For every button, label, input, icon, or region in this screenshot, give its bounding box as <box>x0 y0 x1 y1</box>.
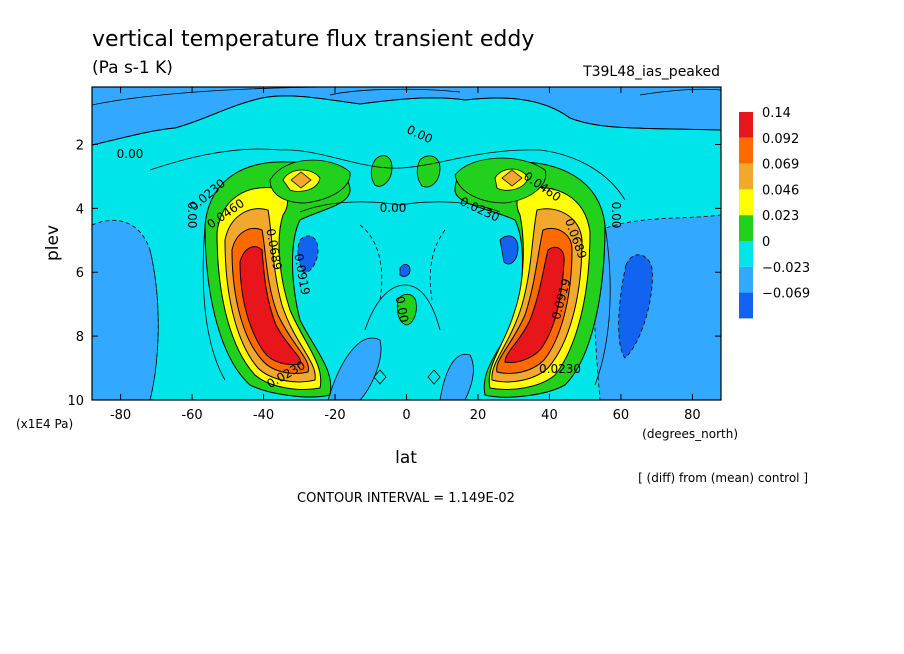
colorbar: 0.14 0.092 0.069 0.046 0.023 0 −0.023 −0.069 <box>739 106 810 319</box>
blue-pocket-center-s <box>327 337 382 400</box>
north-negative-cell <box>618 254 653 359</box>
contour-line <box>92 87 331 106</box>
y-tick-label: 10 <box>67 394 84 409</box>
y-tick-label: 6 <box>76 266 84 281</box>
x-units-label: (degrees_north) <box>642 427 738 441</box>
contour-line <box>429 229 446 301</box>
y-tick-label: 8 <box>76 330 84 345</box>
colorbar-swatch <box>739 266 753 293</box>
diff-note: [ (diff) from (mean) control ] <box>638 471 808 485</box>
x-tick-label: 60 <box>613 408 630 423</box>
x-tick-label: -60 <box>181 408 202 423</box>
eq-green-bottom <box>396 293 417 326</box>
contour-field: 0.000.000.000.02300.04600.06890.09190.00… <box>92 87 721 400</box>
x-axis-ticks: -80 -60 -40 -20 0 20 40 60 80 <box>110 87 701 423</box>
contour-line <box>364 284 441 331</box>
x-tick-label: 0 <box>402 408 410 423</box>
colorbar-label: −0.023 <box>762 261 810 276</box>
colorbar-label: 0.046 <box>762 183 799 198</box>
x-tick-label: -20 <box>324 408 345 423</box>
north-red <box>504 246 565 363</box>
x-tick-label: 80 <box>684 408 701 423</box>
chart-title: vertical temperature flux transient eddy <box>92 27 534 52</box>
x-tick-label: -40 <box>253 408 274 423</box>
colorbar-swatch <box>739 189 753 216</box>
blue-pocket-center-n <box>439 353 474 400</box>
colorbar-label: 0.023 <box>762 209 799 224</box>
contour-line <box>299 201 501 213</box>
x-tick-label: 20 <box>470 408 487 423</box>
south-red <box>239 246 302 366</box>
contour-label: 0.00 <box>393 295 411 324</box>
south-negative-cell <box>297 235 319 273</box>
eq-green-left <box>370 155 393 187</box>
y-tick-label: 4 <box>76 202 84 217</box>
eq-diamond-left <box>373 369 387 385</box>
north-upper-orange <box>501 169 523 187</box>
contour-line <box>639 88 721 96</box>
y-units-label: (x1E4 Pa) <box>16 417 73 431</box>
colorbar-label: 0.092 <box>762 132 799 147</box>
contour-line <box>149 249 159 400</box>
contour-line <box>329 88 461 96</box>
y-tick-label: 2 <box>76 138 84 153</box>
contour-label: 0.00 <box>380 201 407 215</box>
colorbar-label: 0.14 <box>762 106 791 121</box>
contour-line <box>202 224 226 381</box>
colorbar-swatch <box>739 137 753 164</box>
colorbar-swatch <box>739 292 753 319</box>
colorbar-swatch <box>739 215 753 241</box>
eq-small-blue <box>399 264 411 277</box>
eq-green-right <box>416 155 441 188</box>
colorbar-label: 0.069 <box>762 158 799 173</box>
colorbar-swatch <box>739 241 753 267</box>
contour-label: 0.00 <box>609 202 623 229</box>
y-axis-ticks: 2 4 6 8 10 <box>67 138 721 409</box>
contour-line <box>594 224 611 386</box>
blue-pocket-sw <box>92 219 159 400</box>
contour-line <box>92 95 721 146</box>
x-tick-label: -80 <box>110 408 131 423</box>
x-tick-label: 40 <box>541 408 558 423</box>
colorbar-swatch <box>739 112 753 138</box>
contour-lines <box>92 87 721 400</box>
contour-label: 0.00 <box>185 202 199 229</box>
colorbar-swatch <box>739 163 753 190</box>
north-small-negative <box>499 235 519 265</box>
blue-pocket-ne <box>593 214 721 400</box>
eq-diamond-right <box>427 369 441 385</box>
contour-label: 0.0230 <box>539 362 581 376</box>
contour-line <box>149 148 626 201</box>
colorbar-label: 0 <box>762 235 770 250</box>
colorbar-label: −0.069 <box>762 287 810 302</box>
y-axis-label: plev <box>43 225 63 261</box>
run-label: T39L48_ias_peaked <box>582 64 720 80</box>
chart-subtitle: (Pa s-1 K) <box>92 58 173 78</box>
south-upper-orange <box>290 171 312 189</box>
contour-line <box>359 224 383 301</box>
x-axis-label: lat <box>395 448 417 468</box>
contour-label: 0.00 <box>117 147 144 161</box>
contour-interval: CONTOUR INTERVAL = 1.149E-02 <box>297 491 515 506</box>
